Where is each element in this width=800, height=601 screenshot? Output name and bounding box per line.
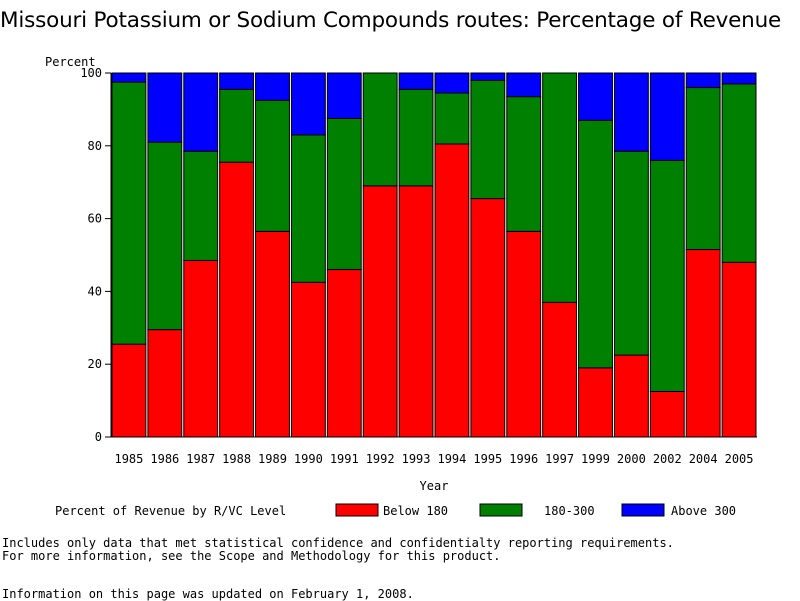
legend-swatch	[479, 503, 523, 517]
bar-segment-180-300	[111, 81, 147, 345]
bar-segment-above-300	[578, 72, 613, 121]
bar-segment-above-300	[219, 72, 255, 90]
bar-segment-180-300	[721, 83, 757, 263]
note-confidence: Includes only data that met statistical …	[2, 536, 674, 550]
bar-segment-180-300	[434, 92, 470, 145]
bar-segment-below-180	[578, 367, 613, 438]
bar-segment-above-300	[326, 72, 362, 119]
bar-segment-above-300	[470, 72, 506, 81]
bar-segment-180-300	[685, 87, 721, 251]
bar-segment-above-300	[613, 72, 649, 152]
bar-segment-below-180	[398, 185, 434, 438]
bar-segment-below-180	[290, 281, 326, 438]
bar-segment-below-180	[326, 269, 362, 438]
x-tick-label: 1994	[437, 452, 466, 466]
legend: Below 180 180-300 Above 300	[335, 503, 736, 518]
bar-segment-180-300	[290, 134, 326, 283]
x-tick-label: 1988	[222, 452, 251, 466]
bar-segment-below-180	[219, 161, 255, 438]
bar-segment-above-300	[290, 72, 326, 136]
bar-segment-180-300	[506, 96, 542, 232]
bar-segment-above-300	[649, 72, 685, 161]
bar-segment-180-300	[255, 99, 290, 232]
bar-segment-above-300	[111, 72, 147, 83]
x-tick-label: 1999	[581, 452, 610, 466]
x-axis-label: Year	[420, 479, 449, 493]
bar-segment-above-300	[506, 72, 542, 98]
bar-segment-180-300	[613, 150, 649, 356]
bar-segment-180-300	[326, 118, 362, 271]
bar-segment-below-180	[613, 354, 649, 438]
bar-segment-above-300	[434, 72, 470, 94]
bar-segment-180-300	[649, 159, 685, 392]
bar-segment-below-180	[434, 143, 470, 438]
bar-segment-180-300	[362, 72, 398, 187]
x-tick-label: 2002	[653, 452, 682, 466]
bar-segment-below-180	[111, 343, 147, 438]
x-tick-label: 1992	[366, 452, 395, 466]
x-tick-label: 2005	[725, 452, 754, 466]
bar-segment-below-180	[649, 391, 685, 438]
bar-segment-180-300	[219, 88, 255, 163]
bar-segment-below-180	[362, 185, 398, 438]
x-tick-label: 1986	[150, 452, 179, 466]
y-tick-label: 40	[88, 284, 102, 298]
legend-label: 180-300	[544, 504, 595, 518]
bar-segment-180-300	[147, 141, 183, 331]
bar-segment-above-300	[721, 72, 757, 85]
note-updated: Information on this page was updated on …	[2, 587, 414, 601]
bar-segment-above-300	[147, 72, 183, 143]
bar-segment-180-300	[578, 119, 613, 369]
bars	[111, 72, 757, 438]
y-tick-label: 0	[95, 430, 102, 444]
bar-segment-below-180	[183, 259, 219, 438]
bar-segment-above-300	[183, 72, 219, 152]
legend-swatch	[621, 503, 665, 517]
bar-segment-below-180	[147, 329, 183, 438]
legend-label: Below 180	[383, 504, 448, 518]
y-tick-label: 80	[88, 139, 102, 153]
bar-segment-above-300	[398, 72, 434, 90]
chart-title: Missouri Potassium or Sodium Compounds r…	[0, 8, 782, 33]
y-axis-label: Percent	[45, 55, 96, 69]
legend-title: Percent of Revenue by R/VC Level	[55, 504, 286, 518]
bar-segment-above-300	[255, 72, 290, 101]
x-tick-label: 1990	[294, 452, 323, 466]
bar-segment-180-300	[183, 150, 219, 261]
x-tick-label: 1995	[473, 452, 502, 466]
x-tick-label: 1997	[545, 452, 574, 466]
y-tick-label: 60	[88, 212, 102, 226]
x-tick-label: 1989	[258, 452, 287, 466]
x-tick-label: 1985	[114, 452, 143, 466]
bar-segment-above-300	[685, 72, 721, 89]
legend-label: Above 300	[671, 504, 736, 518]
x-tick-label: 1996	[509, 452, 538, 466]
bar-segment-below-180	[506, 230, 542, 438]
bar-segment-180-300	[542, 72, 578, 303]
bar-segment-below-180	[721, 261, 757, 438]
bar-segment-below-180	[542, 301, 578, 438]
x-tick-label: 1987	[186, 452, 215, 466]
x-tick-label: 1991	[330, 452, 359, 466]
bar-segment-180-300	[470, 79, 506, 200]
x-tick-label: 2004	[689, 452, 718, 466]
bar-segment-below-180	[255, 230, 290, 438]
x-tick-label: 2000	[617, 452, 646, 466]
stacked-bar-chart: Percent 1985 1986 1987 1988 1989 1990 1991 1992…	[45, 55, 757, 518]
y-tick-labels: 0 20 40 60 80 100	[80, 66, 102, 444]
bar-segment-below-180	[470, 198, 506, 438]
x-tick-labels: 1985 1986 1987 1988 1989 1990 1991 1992 1993 1994…	[114, 452, 753, 466]
legend-swatch	[335, 503, 379, 517]
x-tick-label: 1993	[402, 452, 431, 466]
axes	[105, 72, 757, 438]
note-methodology: For more information, see the Scope and …	[2, 549, 501, 563]
y-tick-label: 100	[80, 66, 102, 80]
bar-segment-180-300	[398, 88, 434, 187]
bar-segment-below-180	[685, 249, 721, 438]
y-tick-label: 20	[88, 357, 102, 371]
